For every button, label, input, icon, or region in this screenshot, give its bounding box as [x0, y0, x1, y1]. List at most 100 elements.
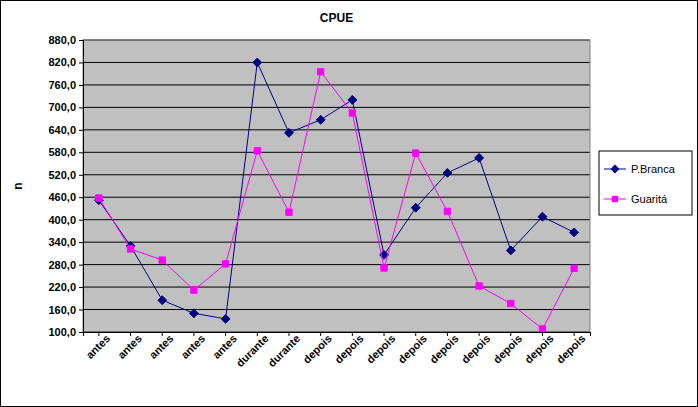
- y-tick-label: 280,0: [48, 259, 76, 271]
- x-tick-label: depois: [300, 332, 334, 366]
- legend-marker: [611, 165, 620, 174]
- y-tick: 520,0: [48, 169, 83, 181]
- y-tick-label: 100,0: [48, 326, 76, 338]
- y-tick: 880,0: [48, 34, 83, 46]
- y-tick-mark: [79, 85, 83, 86]
- x-tick: durante: [234, 332, 271, 369]
- grid-line: [83, 129, 590, 130]
- y-tick-label: 520,0: [48, 169, 76, 181]
- grid-line: [83, 152, 590, 153]
- marker: [254, 148, 260, 154]
- marker: [538, 212, 547, 221]
- marker: [506, 246, 515, 255]
- y-tick: 100,0: [48, 326, 83, 338]
- y-tick-label: 160,0: [48, 304, 76, 316]
- grid-line: [83, 174, 590, 175]
- title: CPUE: [320, 11, 353, 25]
- y-tick: 460,0: [48, 191, 83, 203]
- x-tick: durante: [265, 332, 302, 369]
- legend-label: Guaritá: [631, 193, 668, 205]
- marker: [413, 150, 419, 156]
- plot-area: [94, 58, 578, 332]
- grid-line: [83, 84, 590, 85]
- marker: [221, 314, 230, 323]
- marker: [539, 326, 545, 332]
- legend-box: [599, 151, 692, 215]
- y-tick-mark: [79, 310, 83, 311]
- series-line: [99, 62, 574, 318]
- y-tick-label: 820,0: [48, 56, 76, 68]
- y-tick: 160,0: [48, 304, 83, 316]
- x-tick: depois: [459, 332, 493, 366]
- y-tick-label: 340,0: [48, 236, 76, 248]
- y-tick-label: 220,0: [48, 281, 76, 293]
- marker: [381, 265, 387, 271]
- marker: [316, 115, 325, 124]
- y-tick-mark: [79, 197, 83, 198]
- marker: [570, 228, 579, 237]
- y-axis-title: n: [11, 182, 25, 189]
- marker: [191, 287, 197, 293]
- legend: P.Branca Guaritá: [599, 151, 692, 215]
- series-markers: [94, 58, 578, 323]
- y-tick-mark: [79, 152, 83, 153]
- grid-line: [83, 287, 590, 288]
- grid-line: [83, 309, 590, 310]
- x-tick-label: durante: [234, 332, 271, 369]
- x-tick-label: depois: [332, 332, 366, 366]
- marker: [159, 257, 165, 263]
- grid-line: [83, 219, 590, 220]
- x-tick: antes: [83, 332, 112, 361]
- marker: [286, 209, 292, 215]
- y-tick: 220,0: [48, 281, 83, 293]
- x-tick: antes: [115, 332, 144, 361]
- legend-label: P.Branca: [631, 163, 676, 175]
- y-tick: 280,0: [48, 259, 83, 271]
- grid: [83, 40, 590, 332]
- marker: [285, 128, 294, 137]
- x-tick: antes: [178, 332, 207, 361]
- marker: [222, 261, 228, 267]
- marker: [189, 309, 198, 318]
- x-tick: antes: [147, 332, 176, 361]
- marker: [475, 153, 484, 162]
- y-tick-mark: [79, 62, 83, 63]
- y-tick: 820,0: [48, 56, 83, 68]
- x-tick-label: antes: [83, 332, 112, 361]
- y-tick-mark: [79, 130, 83, 131]
- grid-line: [83, 242, 590, 243]
- marker: [158, 296, 167, 305]
- x-tick: depois: [396, 332, 430, 366]
- series-line: [99, 72, 574, 329]
- x-tick: antes: [210, 332, 239, 361]
- y-tick: 400,0: [48, 214, 83, 226]
- marker: [253, 58, 262, 67]
- y-tick: 640,0: [48, 124, 83, 136]
- marker: [444, 208, 450, 214]
- x-tick-label: antes: [147, 332, 176, 361]
- y-tick-mark: [79, 265, 83, 266]
- marker: [508, 300, 514, 306]
- x-tick: depois: [427, 332, 461, 366]
- y-tick: 760,0: [48, 79, 83, 91]
- marker: [348, 95, 357, 104]
- y-tick-mark: [79, 332, 83, 333]
- marker: [571, 265, 577, 271]
- y-tick-label: 580,0: [48, 146, 76, 158]
- x-tick-label: depois: [491, 332, 525, 366]
- marker: [443, 168, 452, 177]
- x-tick-label: antes: [210, 332, 239, 361]
- y-tick: 340,0: [48, 236, 83, 248]
- x-tick: depois: [554, 332, 588, 366]
- grid-line: [83, 62, 590, 63]
- y-axis: 100,0 160,0 220,0 280,0 340,0 400,0 460,0 520,0…: [48, 34, 83, 338]
- chart-border: [1, 1, 698, 407]
- x-tick-label: depois: [396, 332, 430, 366]
- y-tick-mark: [79, 287, 83, 288]
- x-tick: depois: [364, 332, 398, 366]
- chart: 100,0 160,0 220,0 280,0 340,0 400,0 460,0 520,0…: [0, 0, 698, 407]
- x-tick-label: depois: [427, 332, 461, 366]
- y-tick: 700,0: [48, 101, 83, 113]
- y-tick-label: 880,0: [48, 34, 76, 46]
- marker: [476, 283, 482, 289]
